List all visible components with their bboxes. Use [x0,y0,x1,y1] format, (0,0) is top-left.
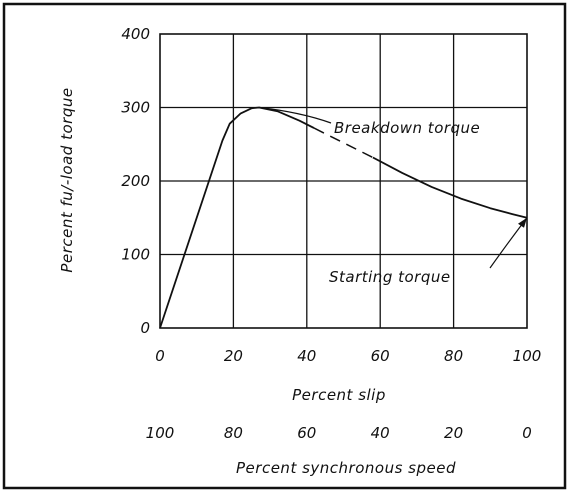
x-tick-label: 100 [513,347,542,365]
secondary-x-tick-labels: 100 80 60 40 20 0 [146,424,532,442]
x-tick-label: 0 [155,347,165,365]
breakdown-torque-label: Breakdown torque [334,119,480,137]
secondary-x-tick-label: 60 [297,424,316,442]
x-tick-labels: 0 20 40 60 80 100 [155,347,541,365]
torque-curve [159,106,528,329]
y-tick-label: 200 [121,172,150,190]
secondary-x-tick-label: 20 [444,424,463,442]
secondary-x-tick-label: 40 [371,424,390,442]
y-tick-label: 0 [140,319,150,337]
starting-arrowhead [518,217,527,228]
x-axis-title: Percent slip [292,386,386,404]
curve-segment-0 [159,106,315,329]
secondary-x-tick-label: 80 [224,424,243,442]
secondary-x-tick-label: 0 [522,424,532,442]
x-tick-label: 80 [444,347,463,365]
breakdown-leader [259,106,332,124]
grid [160,34,527,328]
annotation-leaders [259,106,528,269]
x-tick-label: 40 [297,347,316,365]
y-tick-labels: 0 100 200 300 400 [121,25,150,337]
curve-segment-2 [372,156,528,219]
x-tick-label: 20 [224,347,243,365]
figure-border [2,2,567,490]
secondary-x-tick-label: 100 [146,424,175,442]
y-tick-label: 400 [121,25,150,43]
plot-area-frame [159,33,528,329]
secondary-x-axis-title: Percent synchronous speed [236,459,456,477]
y-tick-label: 300 [121,99,150,117]
starting-torque-label: Starting torque [329,268,451,286]
y-axis-title: Percent fu/-load torque [58,87,76,272]
y-tick-label: 100 [121,246,150,264]
x-tick-label: 60 [371,347,390,365]
curve-segment-1 [313,127,374,159]
